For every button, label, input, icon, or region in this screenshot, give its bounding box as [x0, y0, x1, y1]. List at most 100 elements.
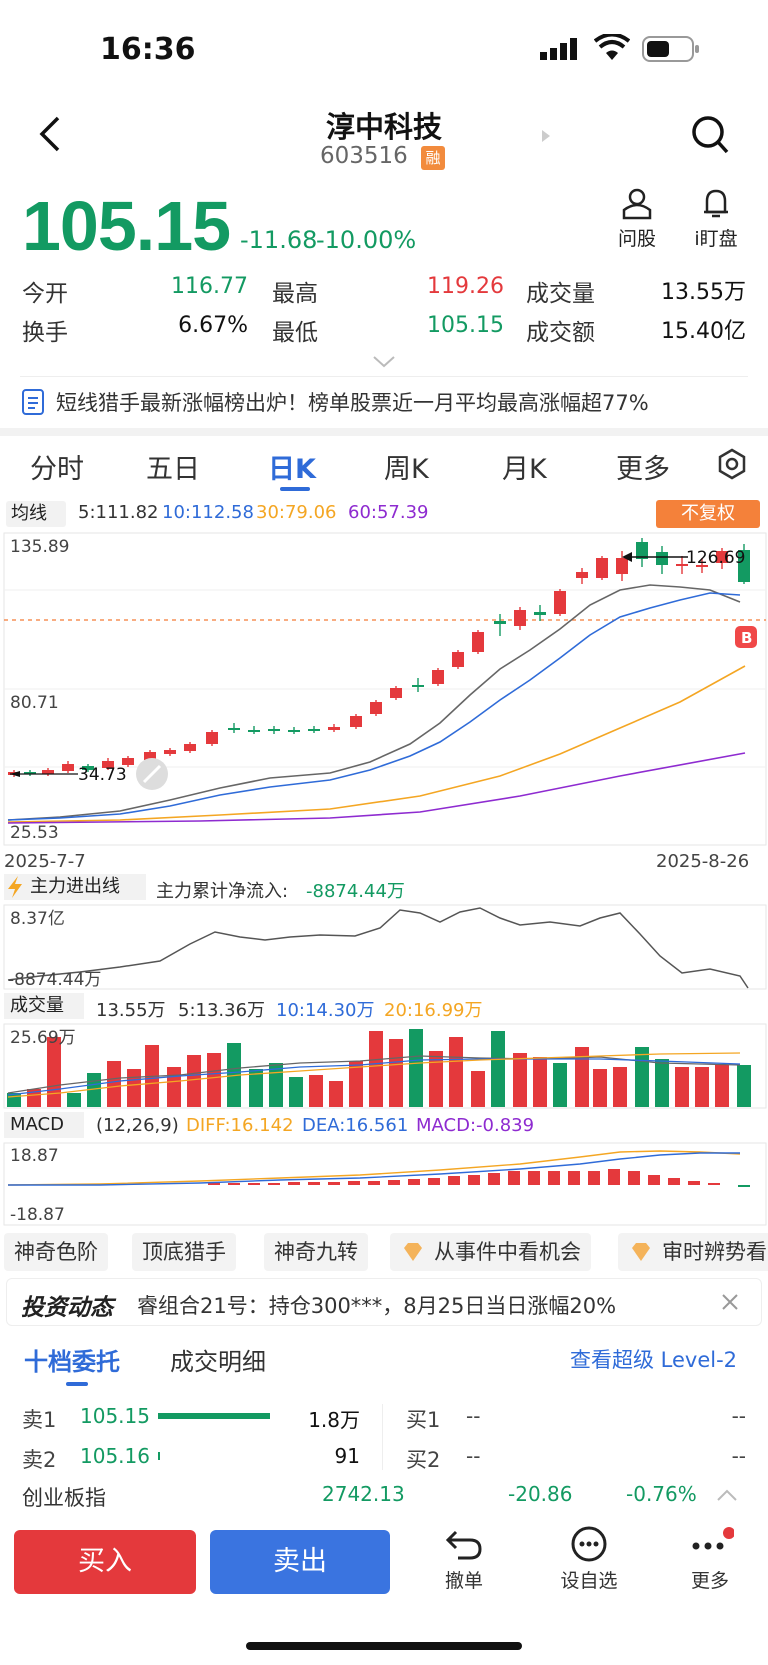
tab-weekly-k[interactable]: 周K [384, 454, 429, 485]
status-time: 16:36 [100, 32, 196, 67]
watch-label: i盯盘 [694, 228, 738, 250]
chip-color-scale[interactable]: 神奇色阶 [4, 1233, 108, 1271]
buy-signal-badge [735, 626, 757, 648]
adjust-button[interactable]: 不复权 [656, 500, 760, 528]
next-stock-icon[interactable] [540, 128, 552, 144]
ma30-value: 30:79.06 [256, 502, 337, 523]
sell2-volume-bar [158, 1452, 160, 1460]
more-label: 更多 [690, 1570, 729, 1592]
sell1-price: 105.15 [80, 1404, 150, 1428]
volume-ma5: 5:13.36万 [178, 1000, 266, 1021]
ma10-line [7, 592, 741, 821]
tab-five-day[interactable]: 五日 [146, 454, 200, 485]
buy1-label: 买1 [406, 1408, 441, 1432]
news-banner[interactable]: 投资动态 睿组合21号：持仓300***，8月25日当日涨幅20% [6, 1278, 762, 1326]
sell2-label: 卖2 [22, 1448, 57, 1472]
cancel-order-label: 撤单 [444, 1570, 483, 1592]
search-icon[interactable] [690, 114, 730, 156]
macd-params: (12,26,9) [96, 1115, 179, 1136]
ma60-line [7, 752, 746, 824]
level2-link[interactable]: 查看超级 Level-2 [570, 1348, 738, 1372]
ma30-line [7, 665, 746, 823]
index-change: -20.86 [508, 1482, 573, 1506]
chevron-up-icon[interactable] [716, 1488, 738, 1502]
end-date: 2025-8-26 [656, 851, 750, 872]
index-ticker[interactable]: 创业板指 2742.13 -20.86 -0.76% [0, 1476, 768, 1516]
lightning-icon [6, 876, 24, 898]
ellipsis-icon [692, 1527, 735, 1550]
close-icon[interactable] [721, 1293, 739, 1311]
add-favorite-label: 设自选 [560, 1570, 618, 1592]
tab-monthly-k[interactable]: 月K [502, 454, 547, 485]
volume-chart: 25.69万 [3, 1023, 767, 1109]
stock-code: 603516 [320, 143, 408, 169]
ma60-value: 60:57.39 [348, 502, 429, 523]
flow-text: 主力累计净流入: [156, 881, 289, 902]
macd-value: MACD:-0.839 [416, 1115, 535, 1136]
buy-button[interactable]: 买入 [14, 1530, 196, 1594]
buy1-volume: -- [731, 1404, 746, 1428]
chip-events-label: 从事件中看机会 [434, 1240, 581, 1264]
flow-top-label: 8.37亿 [10, 909, 65, 929]
macd-diff: DIFF:16.142 [186, 1115, 294, 1136]
start-date: 2025-7-7 [4, 851, 86, 872]
y-min-label: 25.53 [10, 823, 59, 843]
tab-daily-k[interactable]: 日K [268, 454, 316, 485]
volume-current: 13.55万 [96, 1000, 166, 1021]
open-value: 116.77 [171, 274, 248, 299]
notice-bar[interactable]: 短线猎手最新涨幅榜出炉！榜单股票近一月平均最高涨幅超77% [20, 385, 748, 419]
tab-trade-detail[interactable]: 成交明细 [170, 1348, 266, 1376]
y-max-label: 135.89 [10, 537, 69, 557]
flow-selector[interactable]: 主力进出线 [4, 874, 146, 900]
diamond-icon [632, 1243, 650, 1261]
signal-icon [540, 38, 582, 60]
volume-top-label: 25.69万 [10, 1028, 76, 1048]
flow-chart: 8.37亿 -8874.44万 [3, 904, 767, 990]
cancel-order-button[interactable]: 撤单 [436, 1526, 492, 1596]
chip-trend-label: 审时辨势看 [662, 1240, 767, 1264]
watch-button[interactable]: i盯盘 [688, 186, 744, 252]
more-button[interactable]: 更多 [682, 1526, 738, 1596]
index-value: 2742.13 [322, 1482, 405, 1506]
volume-ma20: 20:16.99万 [384, 1000, 483, 1021]
y-mid-label: 80.71 [10, 693, 59, 713]
volume-selector[interactable]: 成交量 [4, 993, 84, 1019]
ma10-value: 10:112.58 [162, 502, 254, 523]
tab-order-book[interactable]: 十档委托 [24, 1348, 120, 1376]
chip-events[interactable]: 从事件中看机会 [390, 1233, 591, 1271]
tab-timeshare[interactable]: 分时 [30, 454, 84, 485]
flow-label: 主力进出线 [30, 876, 120, 897]
more-circle-icon [571, 1526, 607, 1562]
chart-settings-icon[interactable] [716, 448, 748, 480]
high-value: 119.26 [427, 274, 504, 299]
buy1-price: -- [466, 1404, 481, 1428]
turnover-value: 6.67% [178, 313, 248, 338]
ask-stock-button[interactable]: 问股 [612, 186, 662, 252]
sell-button[interactable]: 卖出 [210, 1530, 390, 1594]
expand-chevron-icon[interactable] [372, 354, 396, 368]
macd-selector[interactable]: MACD [4, 1112, 84, 1138]
amount-value: 15.40亿 [661, 319, 746, 344]
news-title: 投资动态 [21, 1295, 113, 1321]
wifi-icon [593, 32, 631, 62]
candlestick-chart[interactable]: 135.89 80.71 25.53 126.69 34.73 B [0, 532, 768, 850]
undo-icon [445, 1530, 482, 1560]
ma-selector[interactable]: 均线 [6, 501, 66, 527]
ma5-line [7, 584, 741, 821]
buy2-price: -- [466, 1444, 481, 1468]
buy2-label: 买2 [406, 1448, 441, 1472]
buy-signal-text: B [741, 629, 752, 647]
home-indicator [246, 1642, 522, 1650]
volume-ma10: 10:14.30万 [276, 1000, 375, 1021]
user-icon [622, 188, 652, 220]
macd-bottom-label: -18.87 [10, 1205, 65, 1225]
sell1-label: 卖1 [22, 1408, 57, 1432]
tab-more[interactable]: 更多 [616, 454, 670, 485]
battery-icon [642, 36, 700, 62]
chip-nine-turns[interactable]: 神奇九转 [264, 1233, 368, 1271]
sell2-volume: 91 [334, 1444, 360, 1468]
add-favorite-button[interactable]: 设自选 [554, 1526, 624, 1596]
chip-top-bottom[interactable]: 顶底猎手 [132, 1233, 236, 1271]
back-icon[interactable] [36, 114, 66, 154]
ma5-value: 5:111.82 [78, 502, 159, 523]
